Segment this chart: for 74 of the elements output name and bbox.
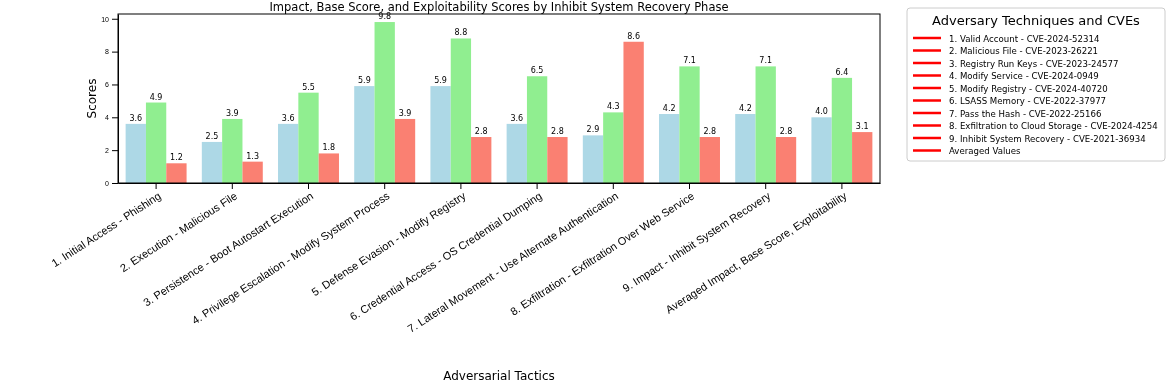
bar xyxy=(242,161,263,183)
data-label: 4.2 xyxy=(662,104,676,114)
text: 4. Modify Service - CVE-2024-0949 xyxy=(949,71,1099,81)
data-label: 8.8 xyxy=(454,28,468,38)
data-label: 2.8 xyxy=(703,127,717,137)
data-label: 3.6 xyxy=(281,113,295,123)
data-label: 3.9 xyxy=(225,108,239,118)
text: 7. Pass the Hash - CVE-2022-25166 xyxy=(949,108,1102,119)
data-label: 4.2 xyxy=(739,104,752,114)
y-axis-title: Scores xyxy=(85,78,99,119)
bar xyxy=(679,66,700,183)
data-label: 9.8 xyxy=(378,12,392,22)
bar xyxy=(125,123,146,183)
bar xyxy=(450,38,472,183)
bar xyxy=(755,66,776,183)
data-label: 4.9 xyxy=(149,92,163,102)
text: 9. Inhibit System Recovery - CVE-2021-36934 xyxy=(949,133,1146,144)
bar xyxy=(811,117,832,183)
bar xyxy=(354,86,375,183)
data-label: 7.1 xyxy=(759,56,773,66)
data-label: 5.5 xyxy=(302,82,315,92)
text: 5. Modify Registry - CVE-2024-40720 xyxy=(949,83,1108,94)
bar xyxy=(603,112,624,183)
bar xyxy=(318,153,339,183)
data-label: 3.9 xyxy=(398,108,412,118)
bar xyxy=(699,137,720,183)
data-label: 8.6 xyxy=(627,31,640,41)
bar xyxy=(582,135,604,183)
data-label: 1.3 xyxy=(246,151,259,161)
bar xyxy=(298,92,319,183)
bar xyxy=(852,132,873,183)
bar xyxy=(775,137,797,183)
bar xyxy=(623,41,644,183)
bar xyxy=(735,114,756,183)
data-label: 6.5 xyxy=(530,66,544,76)
bar xyxy=(430,86,451,183)
text: 6. LSASS Memory - CVE-2022-37977 xyxy=(949,96,1107,106)
bar xyxy=(547,137,568,183)
data-label: 3.1 xyxy=(855,122,869,132)
text: 1. Valid Account - CVE-2024-52314 xyxy=(949,33,1100,44)
x-axis-title: Adversarial Tactics xyxy=(443,369,555,383)
data-label: 2.8 xyxy=(779,127,793,137)
bar xyxy=(471,137,492,183)
data-label: 3.6 xyxy=(129,113,143,123)
data-label: 4.3 xyxy=(606,102,620,112)
chart-title: Impact, Base Score, and Exploitability Scores by Inhibit System Recovery Phase xyxy=(269,0,729,14)
data-label: 2.8 xyxy=(551,127,564,137)
bar xyxy=(374,22,395,183)
data-label: 4.0 xyxy=(815,107,828,117)
bar xyxy=(659,114,680,183)
data-label: 2.9 xyxy=(586,125,600,135)
data-label: 6.4 xyxy=(835,67,849,77)
legend-title: Adversary Techniques and CVEs xyxy=(932,13,1141,28)
bar xyxy=(394,118,416,183)
bar xyxy=(145,102,167,183)
text: 8. Exfiltration to Cloud Storage - CVE-2024-4254 xyxy=(949,121,1158,131)
text: 2. Malicious File - CVE-2023-26221 xyxy=(949,46,1099,56)
bar xyxy=(222,118,243,183)
data-label: 1.2 xyxy=(170,153,183,163)
text: Averaged Values xyxy=(949,146,1022,156)
bar xyxy=(526,76,548,183)
data-label: 5.9 xyxy=(358,76,371,86)
bar xyxy=(166,163,187,183)
data-label: 2.8 xyxy=(474,127,488,137)
data-label: 1.8 xyxy=(322,143,336,153)
data-label: 7.1 xyxy=(683,56,696,66)
data-label: 2.5 xyxy=(205,131,219,141)
bar xyxy=(278,123,299,183)
bar xyxy=(201,141,223,183)
bar xyxy=(831,77,853,183)
data-label: 3.6 xyxy=(510,113,524,123)
bar xyxy=(506,123,527,183)
text: 3. Registry Run Keys - CVE-2023-24577 xyxy=(949,58,1119,69)
data-label: 5.9 xyxy=(434,76,447,86)
